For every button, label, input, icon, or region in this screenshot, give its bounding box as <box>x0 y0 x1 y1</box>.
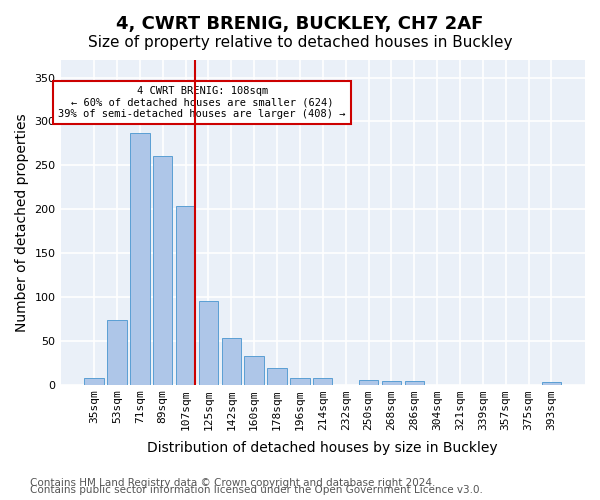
Bar <box>130 133 149 384</box>
Bar <box>359 380 378 384</box>
Bar <box>404 381 424 384</box>
Bar <box>199 301 218 384</box>
Text: Contains public sector information licensed under the Open Government Licence v3: Contains public sector information licen… <box>30 485 483 495</box>
Text: 4, CWRT BRENIG, BUCKLEY, CH7 2AF: 4, CWRT BRENIG, BUCKLEY, CH7 2AF <box>116 15 484 33</box>
Text: Size of property relative to detached houses in Buckley: Size of property relative to detached ho… <box>88 35 512 50</box>
Bar <box>542 382 561 384</box>
Bar <box>221 338 241 384</box>
Bar <box>153 156 172 384</box>
Bar <box>176 206 195 384</box>
Bar <box>382 381 401 384</box>
Bar <box>107 320 127 384</box>
X-axis label: Distribution of detached houses by size in Buckley: Distribution of detached houses by size … <box>148 441 498 455</box>
Bar <box>85 378 104 384</box>
Bar <box>313 378 332 384</box>
Bar <box>244 356 264 384</box>
Y-axis label: Number of detached properties: Number of detached properties <box>15 113 29 332</box>
Text: Contains HM Land Registry data © Crown copyright and database right 2024.: Contains HM Land Registry data © Crown c… <box>30 478 436 488</box>
Text: 4 CWRT BRENIG: 108sqm
← 60% of detached houses are smaller (624)
39% of semi-det: 4 CWRT BRENIG: 108sqm ← 60% of detached … <box>58 86 346 119</box>
Bar <box>268 368 287 384</box>
Bar <box>290 378 310 384</box>
